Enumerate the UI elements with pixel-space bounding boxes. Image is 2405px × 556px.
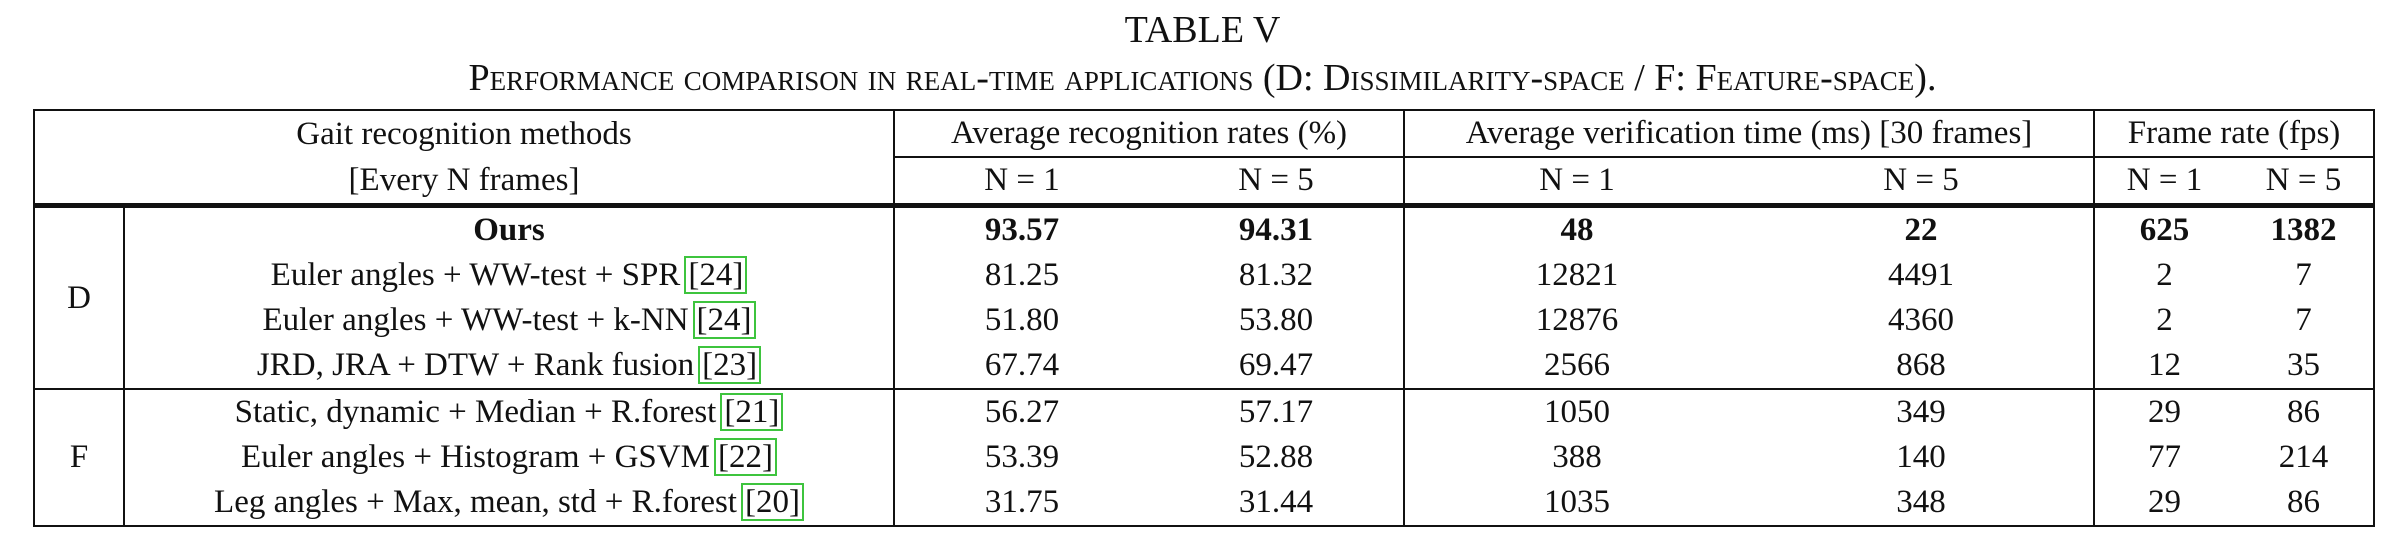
method-name: Euler angles + WW-test + SPR — [270, 257, 681, 293]
header-row-1: Gait recognition methods Average recogni… — [34, 110, 2375, 157]
citation-link[interactable]: [21] — [720, 393, 784, 431]
table-title: TABLE V — [1124, 9, 1281, 51]
method-header-line1: Gait recognition methods — [296, 115, 632, 152]
method-cell: Euler angles + Histogram + GSVM [22] — [123, 435, 894, 480]
recognition-rate-header: Average recognition rates (%) — [893, 110, 1404, 157]
table-row: Euler angles + WW-test + k-NN [24] 51.80 53… — [34, 298, 2374, 343]
fps-n1-cell: 2 — [2093, 298, 2234, 343]
method-name: Leg angles + Max, mean, std + R.forest — [214, 484, 737, 520]
rec-n5-cell: 81.32 — [1238, 257, 1314, 293]
ver-n5-cell: 140 — [1896, 439, 1946, 475]
method-name: Euler angles + WW-test + k-NN — [262, 302, 689, 338]
method-cell: Static, dynamic + Median + R.forest [21] — [123, 388, 894, 435]
fps-n5-cell: 214 — [2278, 439, 2329, 475]
ver-n5-header: N = 5 — [1749, 156, 2094, 206]
method-name: Static, dynamic + Median + R.forest — [234, 394, 717, 430]
verification-time-header: Average verification time (ms) [30 frame… — [1403, 110, 2094, 157]
ver-n1-cell: 12876 — [1403, 298, 1749, 343]
rec-n1-header: N = 1 — [893, 156, 1149, 206]
ver-n1-cell: 2566 — [1403, 343, 1749, 389]
ver-n5-cell: 349 — [1749, 388, 2094, 435]
ver-n1-cell: 48 — [1403, 203, 1749, 253]
citation-link[interactable]: [24] — [692, 301, 756, 339]
table-body: D Ours 93.57 94.31 48 22 625 1382 Euler angles +… — [34, 203, 2375, 526]
rec-n1-cell: 93.57 — [893, 203, 1149, 253]
rec-n5-cell: 57.17 — [1149, 388, 1404, 435]
fps-n1-cell: 29 — [2093, 388, 2234, 435]
ver-n1-cell: 1035 — [1403, 480, 1749, 526]
group-label: F — [34, 388, 124, 526]
group-label: D — [34, 203, 124, 389]
ver-n1-header: N = 1 — [1403, 156, 1749, 206]
ver-n1-cell: 12821 — [1403, 253, 1749, 298]
method-cell: Euler angles + WW-test + k-NN [24] — [123, 298, 894, 343]
fps-n1-header: N = 1 — [2093, 156, 2234, 206]
rec-n1-cell: 51.80 — [893, 298, 1149, 343]
ver-n5-cell: 348 — [1896, 484, 1946, 520]
fps-n5-cell: 35 — [2287, 347, 2320, 383]
citation-link[interactable]: [20] — [740, 483, 804, 521]
ver-n1-cell: 1050 — [1403, 388, 1749, 435]
rec-n5-header: N = 5 — [1149, 156, 1404, 206]
rec-n5-cell: 53.80 — [1238, 302, 1314, 338]
method-cell: Euler angles + WW-test + SPR [24] — [123, 253, 894, 298]
method-name: Euler angles + Histogram + GSVM — [241, 439, 710, 475]
rec-n5-cell: 52.88 — [1238, 439, 1314, 475]
rec-n1-cell: 67.74 — [893, 343, 1149, 389]
table-row: F Static, dynamic + Median + R.forest [21]… — [34, 388, 2375, 526]
method-cell: Leg angles + Max, mean, std + R.forest [2… — [123, 480, 894, 526]
fps-n1-cell: 77 — [2093, 435, 2234, 480]
ver-n5-cell: 4360 — [1888, 302, 1954, 338]
fps-n5-header: N = 5 — [2234, 156, 2375, 206]
ver-n5-cell: 22 — [1749, 203, 2094, 253]
fps-n5-cell: 7 — [2295, 257, 2312, 293]
fps-n1-cell: 29 — [2093, 480, 2234, 526]
rec-n1-cell: 56.27 — [893, 388, 1149, 435]
rec-n5-cell: 94.31 — [1149, 203, 1404, 253]
fps-n1-cell: 2 — [2093, 253, 2234, 298]
fps-n5-cell: 86 — [2234, 388, 2375, 435]
rec-n5-cell: 31.44 — [1238, 484, 1314, 520]
fps-n5-cell: 7 — [2295, 302, 2312, 338]
table-row: Leg angles + Max, mean, std + R.forest [2… — [34, 480, 2374, 526]
ver-n5-cell: 4491 — [1888, 257, 1954, 293]
fps-n5-cell: 1382 — [2234, 203, 2375, 253]
frame-rate-header: Frame rate (fps) — [2092, 110, 2375, 157]
method-cell: Ours — [123, 203, 894, 253]
table-row: Euler angles + Histogram + GSVM [22] 53.39… — [34, 435, 2374, 480]
performance-table: Gait recognition methods Average recogni… — [33, 109, 2376, 527]
method-header-line2: [Every N frames] — [348, 161, 580, 198]
method-name: JRD, JRA + DTW + Rank fusion — [256, 347, 695, 383]
ver-n1-cell: 388 — [1403, 435, 1749, 480]
rec-n1-cell: 53.39 — [893, 435, 1149, 480]
rec-n5-cell: 69.47 — [1238, 347, 1314, 383]
citation-link[interactable]: [23] — [698, 346, 762, 384]
header-row-2: [Every N frames] N = 1 N = 5 N = 1 N = 5… — [34, 156, 2375, 206]
rec-n1-cell: 81.25 — [893, 253, 1149, 298]
table-row: JRD, JRA + DTW + Rank fusion [23] 67.74 69.… — [34, 343, 2374, 389]
method-cell: JRD, JRA + DTW + Rank fusion [23] — [123, 343, 894, 389]
fps-n5-cell: 86 — [2287, 484, 2320, 520]
method-name: Ours — [473, 212, 545, 248]
rec-n1-cell: 31.75 — [893, 480, 1149, 526]
citation-link[interactable]: [22] — [713, 438, 777, 476]
citation-link[interactable]: [24] — [684, 256, 748, 294]
ver-n5-cell: 868 — [1896, 347, 1946, 383]
table-row: D Ours 93.57 94.31 48 22 625 1382 — [34, 203, 2375, 389]
table-caption: Performance comparison in real-time appl… — [468, 57, 1937, 99]
table-row: Euler angles + WW-test + SPR [24] 81.25 81.… — [34, 253, 2374, 298]
fps-n1-cell: 625 — [2093, 203, 2234, 253]
fps-n1-cell: 12 — [2093, 343, 2234, 389]
